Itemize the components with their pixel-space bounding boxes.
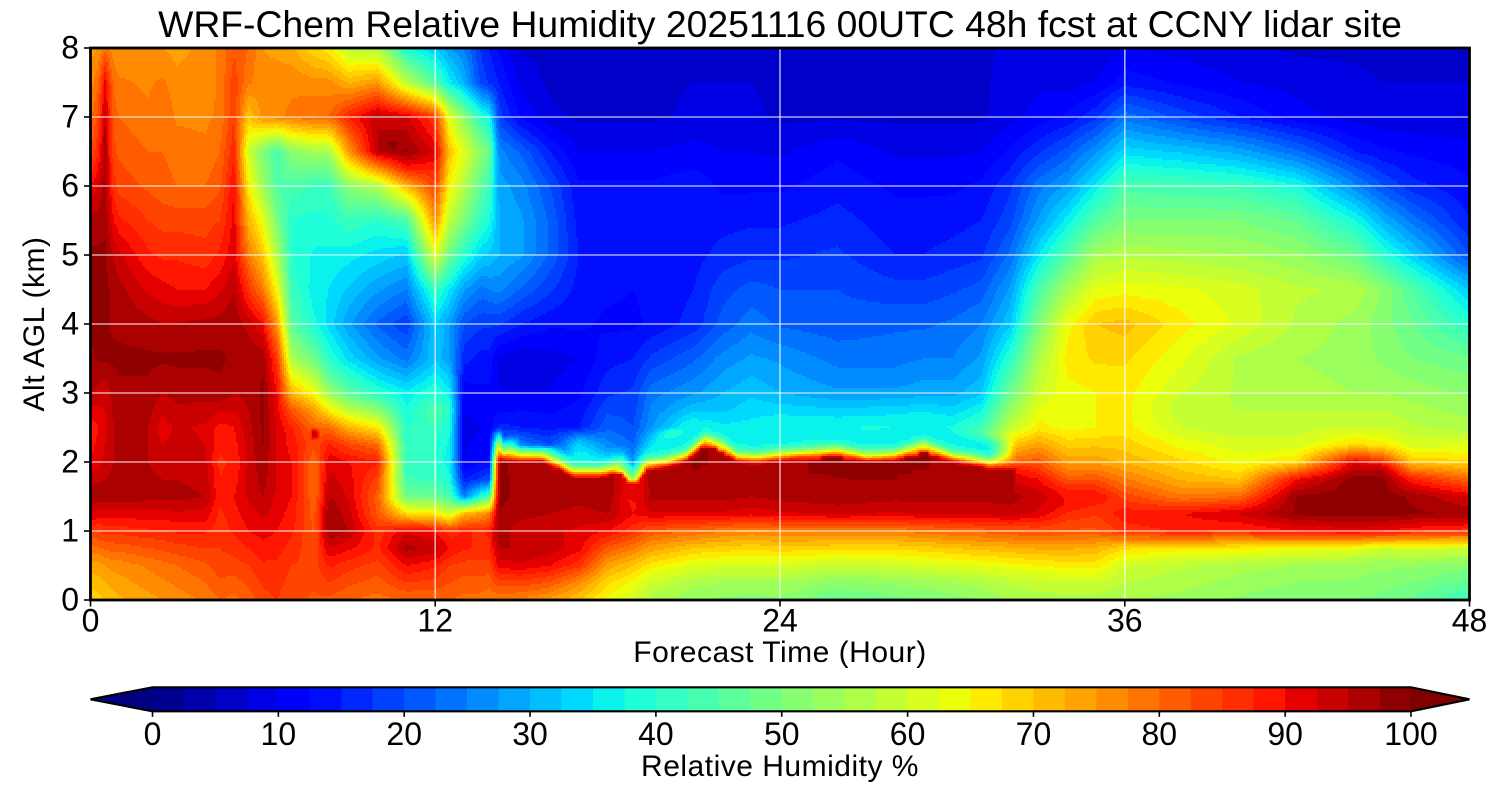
- svg-text:5: 5: [61, 237, 79, 273]
- svg-text:90: 90: [1267, 716, 1303, 752]
- svg-text:24: 24: [762, 603, 798, 639]
- svg-text:0: 0: [144, 716, 162, 752]
- svg-text:100: 100: [1384, 716, 1437, 752]
- svg-text:Relative Humidity %: Relative Humidity %: [641, 750, 919, 783]
- svg-text:Forecast Time (Hour): Forecast Time (Hour): [633, 636, 926, 669]
- svg-text:4: 4: [61, 306, 79, 342]
- svg-text:36: 36: [1107, 603, 1143, 639]
- svg-text:80: 80: [1142, 716, 1178, 752]
- svg-text:70: 70: [1016, 716, 1052, 752]
- svg-text:8: 8: [61, 30, 79, 66]
- svg-text:3: 3: [61, 375, 79, 411]
- svg-text:0: 0: [61, 582, 79, 618]
- svg-text:30: 30: [512, 716, 548, 752]
- svg-text:50: 50: [764, 716, 800, 752]
- svg-text:WRF-Chem Relative Humidity 202: WRF-Chem Relative Humidity 20251116 00UT…: [158, 3, 1402, 45]
- svg-text:0: 0: [82, 603, 100, 639]
- svg-text:48: 48: [1452, 603, 1488, 639]
- svg-text:40: 40: [638, 716, 674, 752]
- svg-text:12: 12: [417, 603, 453, 639]
- svg-text:Alt AGL (km): Alt AGL (km): [18, 237, 51, 412]
- svg-text:7: 7: [61, 99, 79, 135]
- svg-text:10: 10: [261, 716, 297, 752]
- svg-text:20: 20: [386, 716, 422, 752]
- svg-text:60: 60: [890, 716, 926, 752]
- svg-text:1: 1: [61, 513, 79, 549]
- svg-text:2: 2: [61, 444, 79, 480]
- svg-text:6: 6: [61, 168, 79, 204]
